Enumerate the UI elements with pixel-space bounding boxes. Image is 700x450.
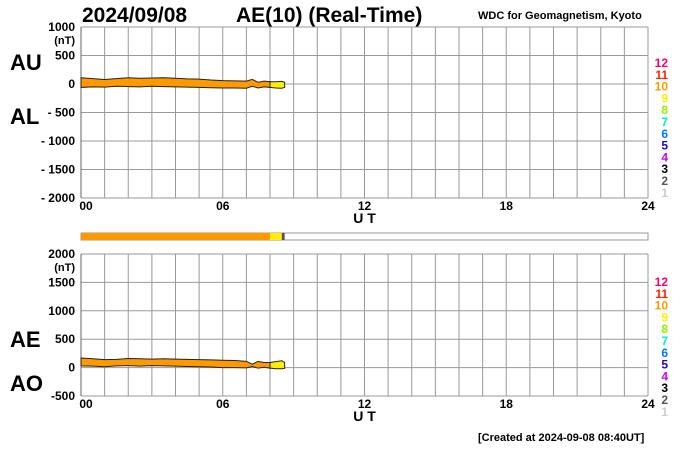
y-tick-label: 2000 <box>48 247 75 261</box>
x-tick-label: 06 <box>216 397 230 411</box>
activity-scale-label: 2 <box>661 174 668 188</box>
activity-scale-label: 3 <box>661 162 668 176</box>
x-tick-label: 00 <box>79 199 93 213</box>
y-tick-label: 1000 <box>48 20 75 34</box>
al-label: AL <box>10 104 40 129</box>
activity-scale-label: 5 <box>661 139 668 153</box>
y-tick-label: 0 <box>68 77 75 91</box>
y-tick-label: 1000 <box>48 304 75 318</box>
y-axis-unit: (nT) <box>54 35 75 47</box>
plot-date: 2024/09/08 <box>82 4 188 27</box>
y-axis-unit: (nT) <box>54 262 75 274</box>
y-tick-label: 500 <box>55 332 75 346</box>
y-tick-label: - 1500 <box>41 163 75 177</box>
data-source: WDC for Geomagnetism, Kyoto <box>478 10 642 22</box>
activity-scale-label: 7 <box>661 334 668 348</box>
ao-label: AO <box>10 371 43 396</box>
activity-scale-label: 1 <box>661 405 668 419</box>
x-axis-label: U T <box>353 210 376 226</box>
data-band-active <box>80 77 271 89</box>
x-tick-label: 24 <box>641 199 655 213</box>
y-tick-label: - 500 <box>48 106 76 120</box>
activity-scale-label: 10 <box>655 80 669 94</box>
activity-scale-label: 4 <box>661 150 668 164</box>
data-band-recent <box>269 80 286 89</box>
x-tick-label: 12 <box>358 199 372 213</box>
x-tick-label: 06 <box>216 199 230 213</box>
activity-scale-label: 5 <box>661 358 668 372</box>
activity-scale-label: 8 <box>661 103 668 117</box>
activity-scale-label: 6 <box>661 127 668 141</box>
data-band-recent <box>269 360 286 370</box>
activity-bar-segment <box>81 233 270 240</box>
x-axis-label: U T <box>353 408 376 424</box>
plot-title: AE(10) (Real-Time) <box>236 4 423 27</box>
y-tick-label: 0 <box>68 361 75 375</box>
y-tick-label: -500 <box>51 389 75 403</box>
activity-scale-label: 11 <box>655 68 668 82</box>
activity-scale-label: 3 <box>661 381 668 395</box>
y-tick-label: 500 <box>55 49 75 63</box>
activity-scale-label: 4 <box>661 369 668 383</box>
x-tick-label: 24 <box>641 397 655 411</box>
y-tick-label: - 1000 <box>41 134 75 148</box>
x-tick-label: 18 <box>500 397 514 411</box>
data-band-active <box>80 357 271 369</box>
y-tick-label: - 2000 <box>41 191 75 205</box>
activity-scale-label: 12 <box>655 56 669 70</box>
created-timestamp: [Created at 2024-09-08 08:40UT] <box>478 432 645 444</box>
activity-bar-segment <box>281 233 285 240</box>
activity-scale-label: 9 <box>661 91 668 105</box>
activity-scale-label: 9 <box>661 310 668 324</box>
activity-scale-label: 10 <box>655 299 669 313</box>
activity-scale-label: 12 <box>655 275 669 289</box>
ae-label: AE <box>10 327 41 352</box>
x-tick-label: 12 <box>358 397 372 411</box>
activity-bar-segment <box>270 233 282 240</box>
activity-scale-label: 2 <box>661 393 668 407</box>
x-tick-label: 18 <box>500 199 514 213</box>
activity-scale-label: 7 <box>661 115 668 129</box>
activity-scale-label: 6 <box>661 346 668 360</box>
y-tick-label: 1500 <box>48 275 75 289</box>
au-label: AU <box>10 50 42 75</box>
activity-scale-label: 1 <box>661 186 668 200</box>
x-tick-label: 00 <box>79 397 93 411</box>
activity-scale-label: 8 <box>661 322 668 336</box>
activity-scale-label: 11 <box>655 287 668 301</box>
